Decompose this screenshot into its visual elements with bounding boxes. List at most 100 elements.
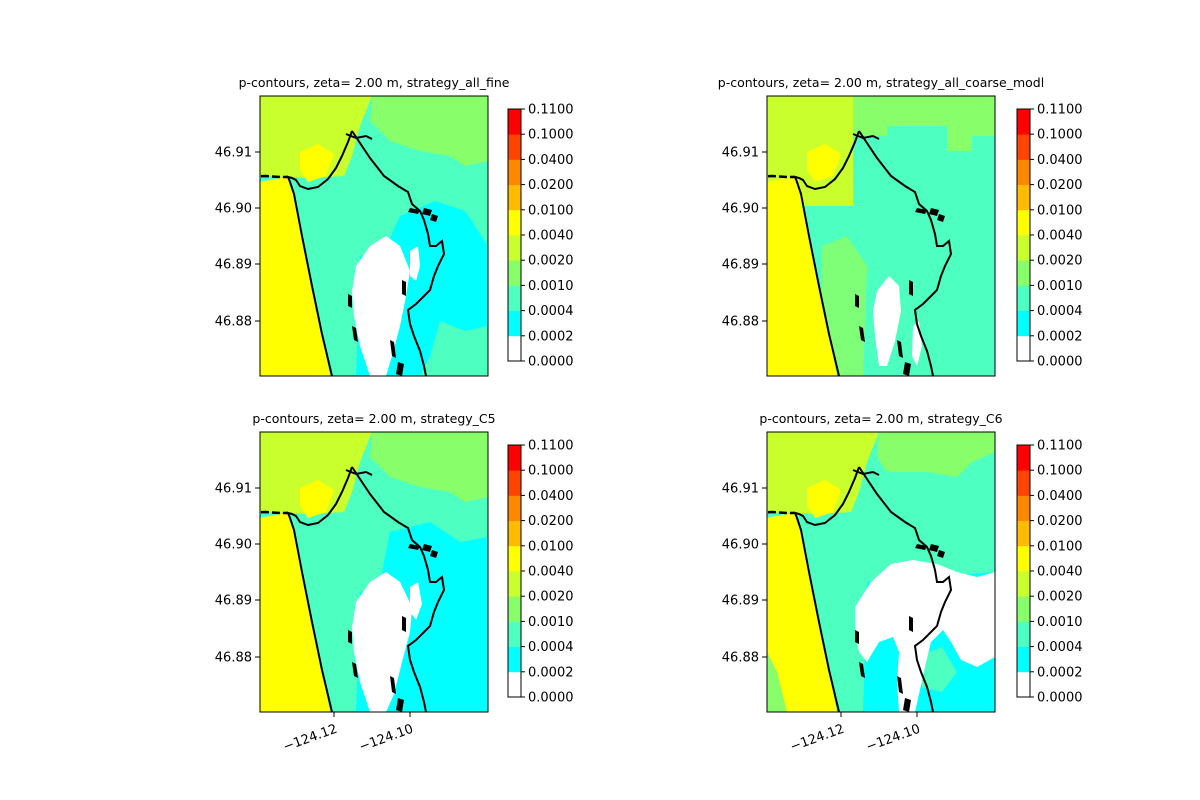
colorbar-label: 0.0002	[528, 329, 574, 344]
spit-coastline	[852, 469, 880, 476]
colorbar-segment	[508, 671, 521, 698]
panel-4: p-contours, zeta= 2.00 m, strategy_C6 46.…	[722, 411, 1083, 755]
colorbar-label: 0.0200	[1037, 514, 1083, 529]
island	[909, 616, 913, 632]
colorbar-label: 0.0200	[528, 178, 574, 193]
coastline	[286, 466, 353, 712]
coastline-dashed	[767, 510, 795, 515]
island	[348, 630, 352, 644]
colorbar-label: 0.0002	[528, 665, 574, 680]
island	[396, 698, 404, 712]
lowest-zone	[855, 560, 995, 712]
island	[903, 362, 911, 376]
colorbar-segment	[508, 109, 521, 135]
ytick-label: 46.88	[722, 651, 759, 666]
ytick-label: 46.91	[215, 482, 252, 497]
panel-title: p-contours, zeta= 2.00 m, strategy_C5	[252, 411, 495, 426]
island	[430, 214, 438, 222]
island	[352, 326, 358, 342]
map-area	[260, 96, 488, 376]
colorbar-label: 0.0020	[1037, 590, 1083, 605]
colorbar-segment	[508, 621, 521, 647]
colorbar-label: 0.0100	[528, 203, 574, 218]
island	[937, 550, 945, 558]
ytick-label: 46.90	[722, 202, 759, 217]
island	[855, 294, 859, 308]
xtick-label: −124.10	[864, 722, 922, 755]
island	[937, 214, 945, 222]
colorbar-segment	[1017, 285, 1030, 311]
colorbar-label: 0.0040	[528, 229, 574, 244]
colorbar-segment	[508, 646, 521, 673]
colorbar-label: 0.0000	[528, 355, 574, 370]
map-area	[767, 432, 995, 712]
colorbar-segment	[508, 335, 521, 362]
colorbar-label: 0.0040	[1037, 565, 1083, 580]
map-area	[260, 432, 488, 712]
colorbar-segment	[1017, 495, 1030, 521]
colorbar-label: 0.0004	[1037, 640, 1083, 655]
lowest-zone	[352, 572, 412, 712]
colorbar-segment	[508, 596, 521, 622]
colorbar-label: 0.0200	[528, 514, 574, 529]
ytick-label: 46.89	[722, 594, 759, 609]
island	[348, 294, 352, 308]
colorbar-segment	[1017, 310, 1030, 337]
nearshore-zone	[260, 96, 372, 178]
colorbar-segment	[1017, 671, 1030, 698]
island	[390, 676, 396, 694]
island	[390, 340, 396, 358]
island	[915, 208, 927, 214]
panel-3: p-contours, zeta= 2.00 m, strategy_C5 46.…	[215, 411, 574, 755]
colorbar-segment	[508, 310, 521, 337]
colorbar-label: 0.1000	[528, 128, 574, 143]
coastline-dashed	[767, 174, 795, 179]
colorbar-label: 0.0400	[528, 489, 574, 504]
colorbar-label: 0.0010	[528, 279, 574, 294]
colorbar-segment	[1017, 571, 1030, 597]
colorbar-label: 0.0100	[1037, 539, 1083, 554]
colorbar-segment	[508, 159, 521, 185]
bay-shoreline	[351, 130, 446, 376]
shelf-zone	[822, 236, 867, 376]
colorbar-label: 0.1000	[1037, 464, 1083, 479]
colorbar-segment	[508, 445, 521, 471]
coastline	[793, 130, 860, 376]
colorbar-segment	[508, 520, 521, 547]
colorbar-label: 0.1100	[528, 439, 574, 454]
colorbar-segment	[1017, 184, 1030, 211]
colorbar-label: 0.0020	[1037, 254, 1083, 269]
colorbar-label: 0.0004	[1037, 304, 1083, 319]
ytick-label: 46.89	[215, 594, 252, 609]
colorbar-segment	[508, 470, 521, 496]
island	[915, 544, 927, 550]
colorbar-label: 0.0040	[1037, 229, 1083, 244]
island	[859, 662, 865, 678]
land-zone	[260, 177, 330, 376]
colorbar-segment	[1017, 235, 1030, 261]
colorbar-label: 0.0002	[1037, 665, 1083, 680]
offshore-zone	[370, 96, 488, 166]
colorbar-label: 0.0010	[1037, 279, 1083, 294]
xtick-label: −124.12	[788, 722, 846, 755]
colorbar-segment	[1017, 445, 1030, 471]
colorbar-segment	[1017, 545, 1030, 572]
spit-coastline	[852, 133, 880, 140]
lowest-zone	[410, 246, 420, 281]
nearshore-zone	[260, 432, 372, 514]
island	[855, 630, 859, 644]
island	[859, 326, 865, 342]
ytick-label: 46.91	[215, 146, 252, 161]
colorbar-label: 0.0010	[1037, 615, 1083, 630]
colorbar-segment	[1017, 134, 1030, 160]
lowest-zone	[352, 236, 410, 376]
colorbar-segment	[1017, 470, 1030, 496]
colorbar-segment	[508, 571, 521, 597]
colorbar-segment	[508, 285, 521, 311]
colorbar-label: 0.0100	[1037, 203, 1083, 218]
colorbar-label: 0.0400	[1037, 153, 1083, 168]
spit-highlight	[300, 144, 334, 182]
ytick-label: 46.88	[215, 651, 252, 666]
bay-shoreline	[351, 466, 446, 712]
colorbar-label: 0.0000	[528, 691, 574, 706]
